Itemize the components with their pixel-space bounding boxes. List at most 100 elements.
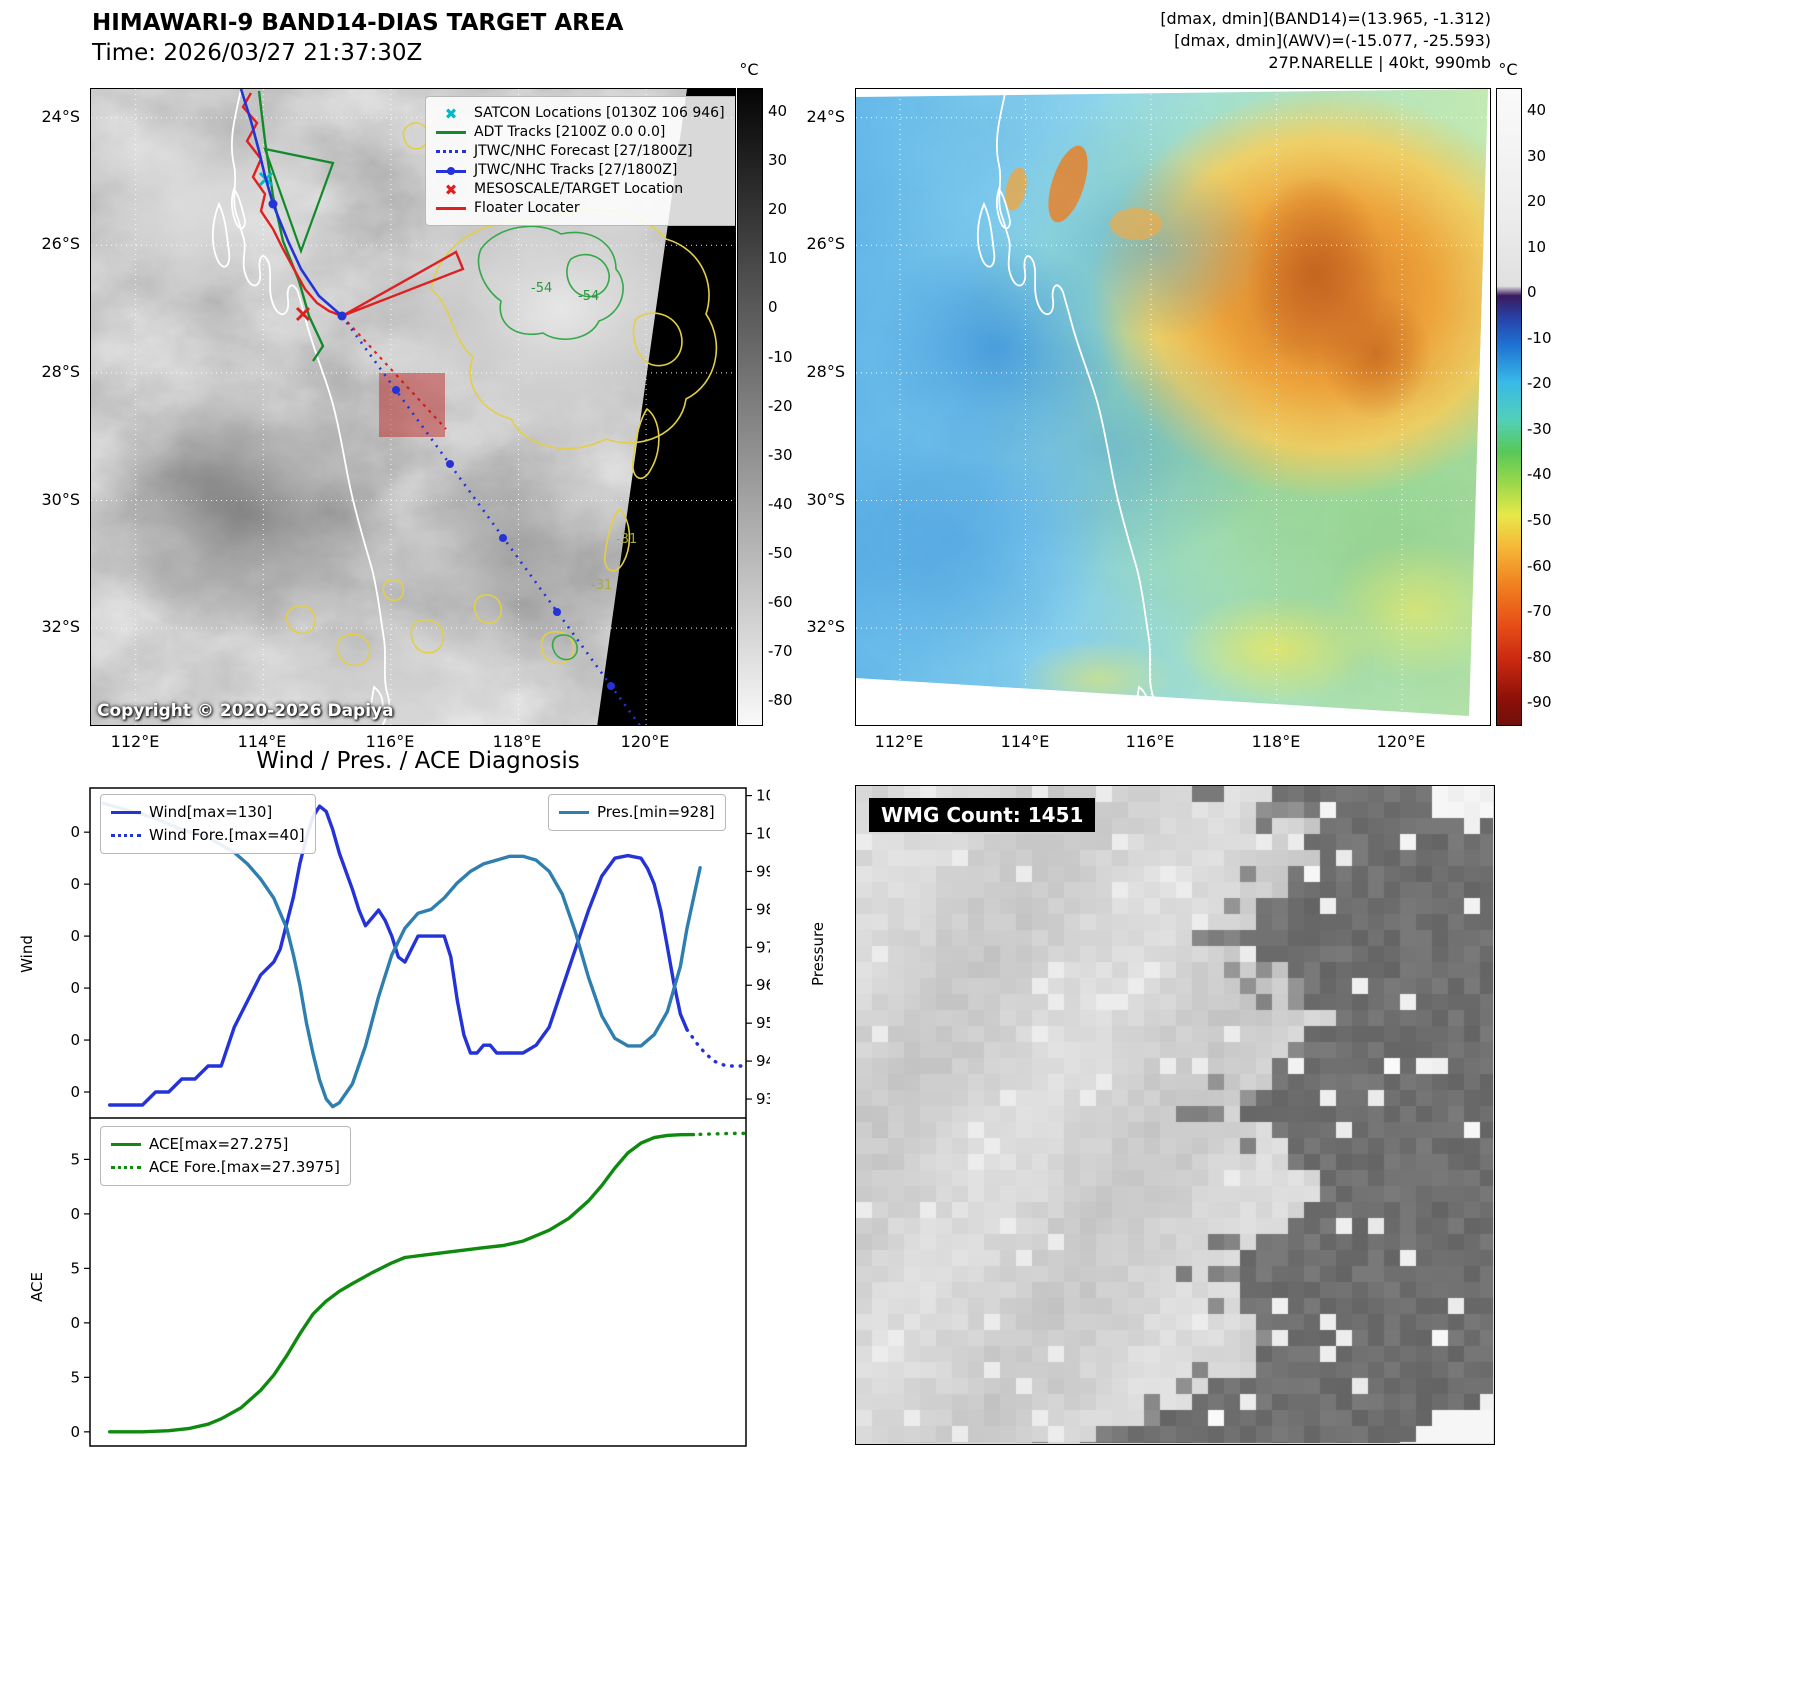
legend-item-wind: Wind[max=130] [111, 801, 305, 824]
teal-line-icon [559, 811, 589, 814]
awv-colorbar-unit: °C [1498, 60, 1518, 79]
colorbar-tick-label: -80 [1527, 647, 1552, 666]
y-tick-label: 970 [756, 938, 770, 956]
dark-sea-c [361, 449, 661, 669]
wmg-panel [855, 785, 1495, 1445]
colorbar-tick-label: -70 [768, 641, 793, 660]
y-tick-label: 120 [70, 823, 80, 841]
awv-map-panel [855, 88, 1491, 726]
y-tick-label: 1000 [756, 825, 770, 843]
legend-label: Wind Fore.[max=40] [149, 826, 305, 844]
colorbar-tick-label: 20 [1527, 192, 1547, 211]
colorbar-tick-label: -50 [768, 543, 793, 562]
colorbar-tick-label: -60 [1527, 556, 1552, 575]
scan-edge-black [597, 89, 735, 725]
lon-tick-label: 118°E [492, 732, 542, 751]
colorbar-tick-label: 30 [1527, 146, 1547, 165]
y-tick-label: 5 [70, 1368, 80, 1386]
legend-label: Floater Locater [474, 200, 580, 216]
awv-swath [856, 89, 1488, 716]
lat-tick-label: 28°S [806, 362, 845, 381]
lat-tick-label: 26°S [41, 234, 80, 253]
contour-label-1: -54 [531, 281, 552, 296]
colorbar-tick-label: 40 [1527, 100, 1547, 119]
series-forecast [698, 1131, 748, 1136]
y-tick-label: 980 [756, 900, 770, 918]
colorbar-tick-label: -60 [768, 592, 793, 611]
band14-colorbar-unit: °C [739, 60, 759, 79]
band14-legend: ✖ SATCON Locations [0130Z 106 946] ADT T… [425, 96, 735, 226]
y-tick-label: 20 [70, 1205, 80, 1223]
colorbar-tick-label: 20 [768, 200, 788, 219]
green-line-icon [111, 1143, 141, 1146]
band14-time: Time: 2026/03/27 21:37:30Z [92, 40, 423, 66]
legend-item-pres: Pres.[min=928] [559, 801, 715, 824]
colorbar-tick-label: -20 [768, 396, 793, 415]
legend-label: Wind[max=130] [149, 803, 273, 821]
lon-tick-label: 120°E [620, 732, 670, 751]
legend-label: JTWC/NHC Forecast [27/1800Z] [474, 143, 693, 159]
colorbar-tick-label: 30 [768, 151, 788, 170]
y-tick-label: 960 [756, 976, 770, 994]
y-tick-label: 40 [70, 1031, 80, 1049]
adt-track [257, 90, 335, 362]
colorbar-tick-label: 0 [1527, 283, 1537, 302]
green-line-icon [436, 131, 466, 134]
colorbar-tick-label: -10 [1527, 328, 1552, 347]
contour-label-4: -31 [591, 578, 612, 593]
lon-tick-label: 116°E [365, 732, 415, 751]
lat-tick-label: 26°S [806, 234, 845, 253]
lat-tick-label: 24°S [41, 107, 80, 126]
stats-header: [dmax, dmin](BAND14)=(13.965, -1.312) [d… [891, 8, 1491, 74]
legend-item-floater: Floater Locater [436, 199, 735, 218]
lon-tick-label: 114°E [1000, 732, 1050, 751]
grid-lines [856, 89, 1490, 725]
colorbar-tick-label: -30 [1527, 419, 1552, 438]
y-tick-label: 80 [70, 927, 80, 945]
colorbar-tick-label: 10 [1527, 237, 1547, 256]
y-tick-label: 990 [756, 862, 770, 880]
copyright-text: Copyright © 2020-2026 Dapiya [97, 701, 394, 721]
storm-id: 27P.NARELLE | 40kt, 990mb [1268, 53, 1491, 72]
legend-item-ace-fore: ACE Fore.[max=27.3975] [111, 1156, 340, 1179]
legend-label: MESOSCALE/TARGET Location [474, 181, 684, 197]
lon-tick-label: 116°E [1125, 732, 1175, 751]
legend-item-forecast: JTWC/NHC Forecast [27/1800Z] [436, 142, 735, 161]
contours-green [477, 225, 624, 661]
legend-label: JTWC/NHC Tracks [27/1800Z] [474, 162, 678, 178]
legend-label: SATCON Locations [0130Z 106 946] [474, 105, 725, 121]
legend-label: ACE[max=27.275] [149, 1135, 289, 1153]
target-area-box [379, 373, 445, 437]
band14-colorbar-labels: 40 30 20 10 0 -10 -20 -30 -40 -50 -60 -70 -80 [768, 88, 812, 726]
legend-item-adt: ADT Tracks [2100Z 0.0 0.0] [436, 123, 735, 142]
y-tick-label: 60 [70, 979, 80, 997]
lon-tick-label: 112°E [110, 732, 160, 751]
lat-tick-label: 24°S [806, 107, 845, 126]
lat-tick-label: 30°S [806, 490, 845, 509]
legend-item-wind-fore: Wind Fore.[max=40] [111, 824, 305, 847]
colorbar-tick-label: -10 [768, 347, 793, 366]
legend-label: Pres.[min=928] [597, 803, 715, 821]
wmg-count-badge: WMG Count: 1451 [869, 798, 1096, 832]
lat-tick-label: 32°S [41, 617, 80, 636]
lat-tick-label: 32°S [806, 617, 845, 636]
wind-axis-label: Wind [17, 935, 36, 973]
jtwc-forecast [340, 315, 642, 725]
colorbar-tick-label: -80 [768, 690, 793, 709]
y-tick-label: 15 [70, 1259, 80, 1277]
red-line-icon [436, 207, 466, 210]
coastline [976, 89, 1156, 725]
blue-dotted-line-icon [436, 150, 466, 153]
awv-colorbar-labels: 40 30 20 10 0 -10 -20 -30 -40 -50 -60 -70 -80 -90 [1527, 88, 1571, 726]
green-dotted-line-icon [111, 1166, 141, 1169]
legend-item-satcon: ✖ SATCON Locations [0130Z 106 946] [436, 104, 735, 123]
wind-legend: Wind[max=130] Wind Fore.[max=40] [100, 794, 316, 854]
lat-tick-label: 28°S [41, 362, 80, 381]
legend-item-tracks: JTWC/NHC Tracks [27/1800Z] [436, 161, 735, 180]
lat-tick-label: 30°S [41, 490, 80, 509]
colorbar-tick-label: -40 [1527, 465, 1552, 484]
band14-colorbar [737, 88, 763, 726]
contour-label-3: -31 [616, 532, 637, 547]
blue-line-icon [111, 811, 141, 814]
cyan-x-icon: ✖ [444, 104, 458, 123]
